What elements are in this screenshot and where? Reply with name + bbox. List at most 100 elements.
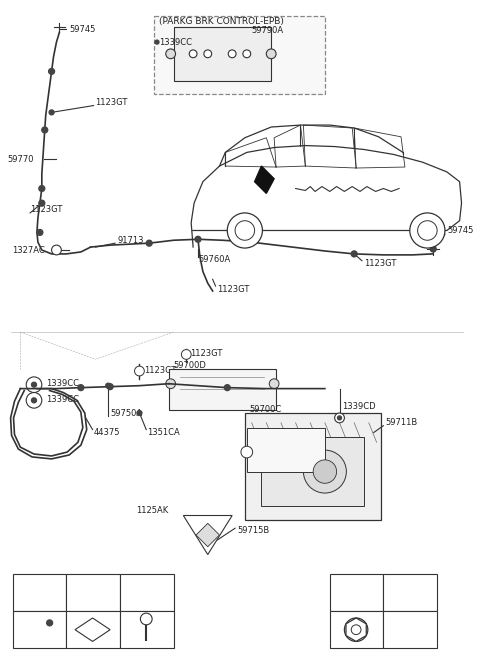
Circle shape [430, 246, 436, 252]
Circle shape [32, 382, 36, 387]
Text: 1123GV: 1123GV [124, 578, 154, 586]
Text: 1731JF: 1731JF [334, 578, 360, 586]
Polygon shape [346, 618, 366, 641]
Text: 1339CC: 1339CC [46, 395, 79, 404]
Bar [174, 27, 271, 81]
Circle shape [345, 618, 368, 641]
Text: 59711B: 59711B [385, 418, 418, 427]
Polygon shape [183, 515, 232, 554]
Circle shape [269, 379, 279, 388]
Circle shape [249, 239, 254, 245]
Circle shape [26, 377, 42, 392]
Circle shape [410, 213, 445, 248]
Bar [330, 574, 384, 611]
Text: 59700C: 59700C [250, 404, 282, 414]
Circle shape [39, 201, 44, 206]
Text: 1123GT: 1123GT [30, 205, 62, 214]
Bar [66, 574, 120, 611]
Circle shape [351, 625, 361, 635]
Circle shape [243, 50, 251, 58]
Text: 91713: 91713 [118, 236, 144, 245]
Circle shape [335, 413, 345, 423]
Bar [66, 611, 120, 648]
Circle shape [227, 213, 263, 248]
Circle shape [244, 449, 250, 455]
Circle shape [195, 236, 201, 242]
Text: 1339CD: 1339CD [342, 402, 376, 410]
Circle shape [352, 252, 357, 256]
Bar [12, 574, 66, 611]
Circle shape [204, 50, 212, 58]
Circle shape [235, 220, 254, 240]
Text: 1123GT: 1123GT [190, 349, 223, 358]
Circle shape [39, 201, 45, 206]
Text: 59770: 59770 [8, 155, 34, 164]
Bar [262, 438, 364, 506]
Bar [330, 611, 384, 648]
Bar [245, 413, 382, 521]
Text: 1123GT: 1123GT [217, 285, 250, 293]
Circle shape [137, 410, 142, 416]
Bar [384, 574, 437, 611]
Bar [12, 611, 66, 648]
Text: 83397: 83397 [72, 578, 96, 586]
Circle shape [241, 446, 252, 458]
Circle shape [32, 398, 36, 403]
Text: 44375: 44375 [94, 428, 120, 437]
Text: 59700D: 59700D [174, 361, 206, 370]
Circle shape [418, 220, 437, 240]
Circle shape [266, 49, 276, 58]
Bar [384, 611, 437, 648]
Circle shape [42, 127, 48, 133]
Circle shape [107, 384, 113, 390]
Circle shape [51, 245, 61, 255]
Bar [120, 574, 174, 611]
Circle shape [78, 384, 84, 390]
Circle shape [351, 625, 361, 635]
Circle shape [189, 50, 197, 58]
Circle shape [39, 185, 45, 191]
Text: (PARKG BRK CONTROL-EPB): (PARKG BRK CONTROL-EPB) [159, 17, 284, 26]
Text: 59745: 59745 [69, 25, 96, 34]
Circle shape [351, 251, 357, 257]
Circle shape [337, 416, 341, 420]
Text: 1123GT: 1123GT [96, 98, 128, 107]
Text: 1125AK: 1125AK [136, 506, 168, 515]
Circle shape [181, 349, 191, 359]
Circle shape [228, 50, 236, 58]
Bar [168, 369, 276, 410]
Text: 1231DB: 1231DB [249, 429, 280, 438]
Circle shape [146, 240, 152, 246]
Circle shape [313, 460, 336, 483]
Polygon shape [75, 618, 110, 641]
Text: 1125KB: 1125KB [387, 578, 417, 586]
Text: 59750A: 59750A [110, 408, 142, 418]
Text: 59745: 59745 [447, 226, 473, 235]
Circle shape [166, 49, 176, 58]
Polygon shape [254, 166, 274, 193]
Circle shape [224, 384, 230, 390]
Text: 93250D: 93250D [249, 441, 280, 450]
Bar [120, 611, 174, 648]
Circle shape [48, 68, 55, 74]
Circle shape [155, 40, 159, 44]
Bar [247, 428, 325, 471]
Circle shape [106, 383, 110, 388]
Polygon shape [196, 523, 219, 546]
Circle shape [134, 366, 144, 376]
Circle shape [47, 620, 52, 625]
Bar [154, 16, 325, 94]
Circle shape [183, 351, 189, 357]
Text: 1351CA: 1351CA [147, 428, 180, 437]
Text: 59790A: 59790A [252, 26, 284, 35]
Circle shape [49, 110, 54, 115]
Text: 59715B: 59715B [237, 526, 269, 535]
Text: 1123GT: 1123GT [144, 366, 177, 374]
Text: 1327AC: 1327AC [12, 246, 45, 254]
Circle shape [37, 230, 43, 235]
Text: 1339CC: 1339CC [159, 38, 192, 46]
Text: 1123GU: 1123GU [16, 578, 47, 586]
Circle shape [141, 613, 152, 625]
Circle shape [136, 368, 143, 374]
Circle shape [303, 450, 347, 493]
